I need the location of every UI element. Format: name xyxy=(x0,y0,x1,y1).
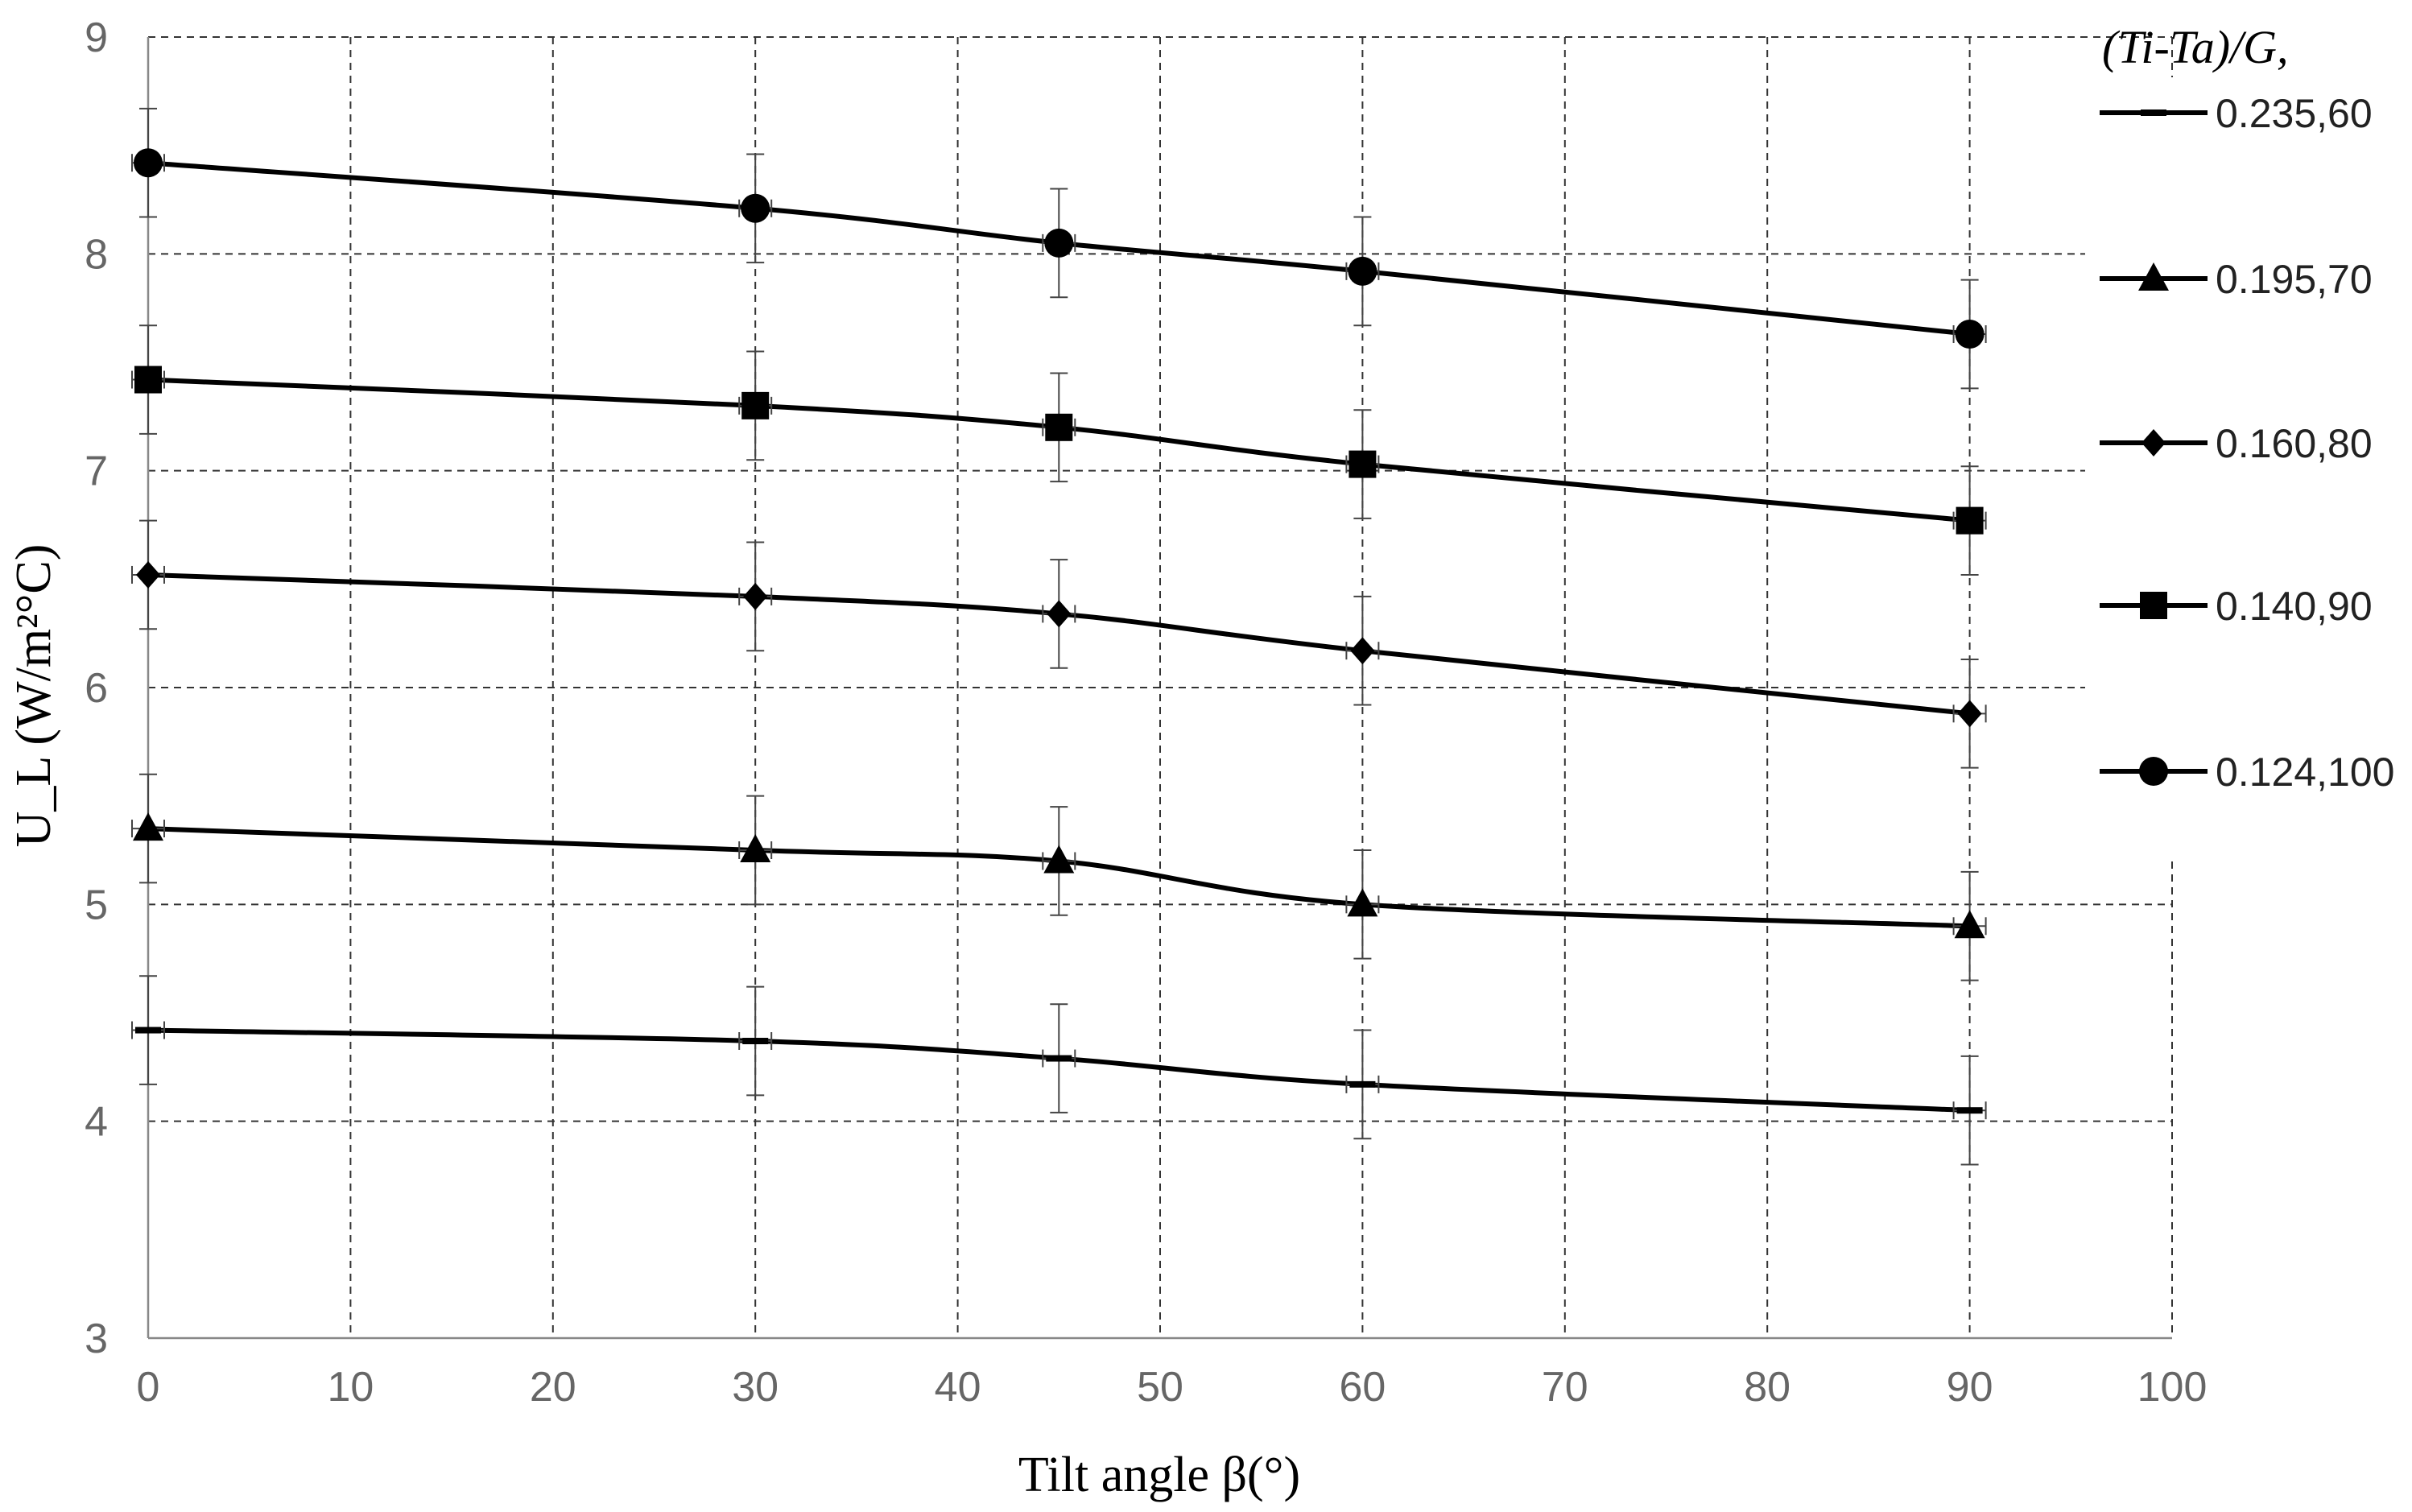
legend-label: 0.160,80 xyxy=(2216,421,2373,466)
y-tick-label-5: 5 xyxy=(85,882,108,928)
x-tick-label-40: 40 xyxy=(935,1364,981,1411)
series-3 xyxy=(131,519,1987,769)
data-point xyxy=(1954,910,1985,939)
data-point xyxy=(741,193,770,223)
data-point xyxy=(134,366,162,394)
legend-marker xyxy=(2141,109,2166,116)
x-tick-label-100: 100 xyxy=(2137,1364,2208,1411)
data-point xyxy=(1956,506,1984,535)
legend-label: 0.195,70 xyxy=(2216,257,2373,302)
data-point xyxy=(1045,413,1073,441)
x-axis-title: Tilt angle β(°) xyxy=(1018,1448,1300,1502)
data-point xyxy=(1047,600,1072,628)
data-point xyxy=(1044,228,1074,258)
data-point xyxy=(1043,845,1075,874)
data-point xyxy=(136,560,160,589)
legend-marker xyxy=(2138,262,2169,291)
x-tick-label-70: 70 xyxy=(1542,1364,1588,1411)
series-4 xyxy=(131,324,1987,576)
legend-label: 0.140,90 xyxy=(2216,584,2373,629)
x-tick-label-60: 60 xyxy=(1339,1364,1386,1411)
y-tick-label-7: 7 xyxy=(85,448,108,495)
legend-title: (Ti-Ta)/G, xyxy=(2102,21,2289,73)
legend-background xyxy=(2085,77,2407,858)
y-tick-label-3: 3 xyxy=(85,1316,108,1362)
y-tick-label-4: 4 xyxy=(85,1099,108,1146)
legend-label: 0.235,60 xyxy=(2216,91,2373,136)
data-point xyxy=(740,834,771,862)
legend-marker xyxy=(2140,592,2167,619)
legend-entry-2: 0.195,70 xyxy=(2100,257,2373,302)
data-point xyxy=(1956,1107,1983,1114)
data-point xyxy=(741,391,770,419)
series-1 xyxy=(131,975,1987,1166)
x-tick-label-20: 20 xyxy=(530,1364,576,1411)
legend-marker xyxy=(2139,757,2168,786)
x-tick-label-0: 0 xyxy=(137,1364,160,1411)
data-point xyxy=(135,1027,161,1034)
grid xyxy=(148,36,2173,1338)
y-tick-label-6: 6 xyxy=(85,665,108,712)
data-point xyxy=(743,582,768,610)
data-point xyxy=(1349,1080,1376,1088)
data-point xyxy=(1350,637,1375,665)
legend-entry-5: 0.124,100 xyxy=(2100,750,2394,795)
data-point xyxy=(1046,1055,1072,1062)
data-point xyxy=(1348,256,1377,286)
series-5 xyxy=(131,107,1987,390)
series-layer xyxy=(131,107,1987,1166)
legend-marker xyxy=(2141,429,2166,456)
x-tick-label-30: 30 xyxy=(732,1364,779,1411)
data-point xyxy=(1348,450,1377,478)
legend: (Ti-Ta)/G, 0.235,60 0.195,70 0.160,80 0.140… xyxy=(2085,21,2407,858)
x-tick-label-90: 90 xyxy=(1947,1364,1993,1411)
y-axis-title: U_L (W/m²°C) xyxy=(6,544,61,848)
axes xyxy=(147,37,2172,1340)
data-point xyxy=(133,812,163,841)
series-2 xyxy=(131,773,1987,981)
legend-label: 0.124,100 xyxy=(2216,750,2394,795)
x-tick-label-80: 80 xyxy=(1744,1364,1790,1411)
y-tick-label-8: 8 xyxy=(85,231,108,278)
legend-entry-1: 0.235,60 xyxy=(2100,91,2373,136)
data-point xyxy=(1347,888,1378,917)
data-point xyxy=(134,148,163,178)
data-point xyxy=(742,1038,769,1045)
data-point xyxy=(1957,700,1982,728)
x-tick-label-10: 10 xyxy=(327,1364,374,1411)
legend-entry-4: 0.140,90 xyxy=(2100,584,2373,629)
legend-entry-3: 0.160,80 xyxy=(2100,421,2373,466)
data-point xyxy=(1955,319,1985,349)
y-tick-label-9: 9 xyxy=(85,14,108,61)
x-tick-label-50: 50 xyxy=(1137,1364,1183,1411)
